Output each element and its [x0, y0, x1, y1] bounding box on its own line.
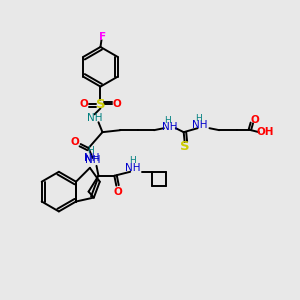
Text: OH: OH — [256, 127, 274, 137]
Text: S: S — [96, 98, 105, 111]
Text: S: S — [180, 140, 190, 152]
Text: H: H — [129, 156, 136, 165]
Text: O: O — [79, 99, 88, 110]
Text: O: O — [250, 115, 260, 125]
Text: H: H — [195, 114, 202, 123]
Text: NH: NH — [125, 163, 141, 173]
Text: O: O — [70, 137, 79, 147]
Text: F: F — [99, 32, 106, 42]
Text: NH: NH — [84, 153, 100, 163]
Text: H: H — [88, 146, 94, 155]
Text: H: H — [164, 116, 171, 125]
Text: O: O — [113, 99, 122, 110]
Text: NH: NH — [162, 122, 178, 132]
Text: NH: NH — [192, 120, 207, 130]
Text: NH: NH — [87, 113, 102, 123]
Text: O: O — [114, 187, 123, 196]
Text: NH: NH — [85, 155, 100, 165]
